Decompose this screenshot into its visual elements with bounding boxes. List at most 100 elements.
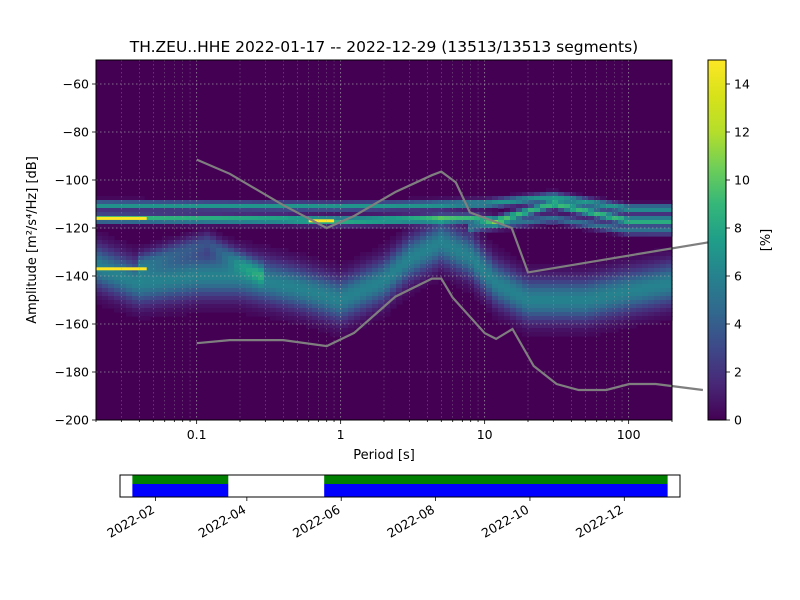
heatmap-cell [654, 252, 661, 257]
heatmap-cell [288, 272, 295, 277]
heatmap-cell [342, 324, 349, 329]
heatmap-cell [114, 280, 121, 285]
heatmap-cell [276, 300, 283, 305]
heatmap-cell [264, 208, 271, 213]
heatmap-cell [468, 264, 475, 269]
heatmap-cell [432, 264, 439, 269]
heatmap-cell [384, 304, 391, 309]
heatmap-cell [498, 268, 505, 273]
heatmap-cell [486, 264, 493, 269]
heatmap-cell [402, 260, 409, 265]
heatmap-cell [330, 316, 337, 321]
heatmap-cell [144, 288, 151, 293]
heatmap-cell [234, 260, 241, 265]
heatmap-cell [534, 300, 541, 305]
heatmap-cell [270, 268, 277, 273]
heatmap-cell [360, 280, 367, 285]
heatmap-cell [408, 244, 415, 249]
heatmap-cell [204, 248, 211, 253]
heatmap-cell [390, 224, 397, 229]
heatmap-cell [588, 308, 595, 313]
heatmap-cell [582, 300, 589, 305]
heatmap-cell [252, 280, 259, 285]
heatmap-cell [582, 196, 589, 201]
heatmap-cell [498, 280, 505, 285]
heatmap-cell [408, 228, 415, 233]
heatmap-cell [174, 256, 181, 261]
heatmap-cell [150, 256, 157, 261]
heatmap-cell [216, 288, 223, 293]
heatmap-cell [648, 320, 655, 325]
heatmap-cell [162, 208, 169, 213]
heatmap-cell [324, 268, 331, 273]
heatmap-cell [444, 208, 451, 213]
heatmap-cell [192, 208, 199, 213]
heatmap-cell [312, 272, 319, 277]
heatmap-cell [504, 196, 511, 201]
heatmap-cell [120, 280, 127, 285]
heatmap-cell [186, 288, 193, 293]
heatmap-cell [570, 280, 577, 285]
heatmap-cell [228, 284, 235, 289]
heatmap-cell [606, 212, 613, 217]
heatmap-cell [258, 252, 265, 257]
heatmap-cell [648, 300, 655, 305]
heatmap-cell [516, 288, 523, 293]
heatmap-cell [228, 224, 235, 229]
heatmap-cell [276, 276, 283, 281]
heatmap-cell [408, 236, 415, 241]
heatmap-cell [396, 260, 403, 265]
heatmap-cell [636, 276, 643, 281]
heatmap-cell [384, 268, 391, 273]
heatmap-cell [582, 272, 589, 277]
heatmap-cell [498, 204, 505, 209]
heatmap-cell [264, 304, 271, 309]
heatmap-cell [396, 280, 403, 285]
heatmap-cell [522, 200, 529, 205]
heatmap-cell [210, 200, 217, 205]
heatmap-cell [408, 232, 415, 237]
heatmap-cell [396, 244, 403, 249]
heatmap-cell [342, 212, 349, 217]
heatmap-cell [276, 212, 283, 217]
heatmap-cell [534, 264, 541, 269]
heatmap-cell [276, 224, 283, 229]
heatmap-cell [402, 256, 409, 261]
heatmap-cell [114, 204, 121, 209]
heatmap-cell [618, 268, 625, 273]
heatmap-cell [156, 288, 163, 293]
heatmap-cell [540, 280, 547, 285]
heatmap-cell [522, 208, 529, 213]
heatmap-cell [516, 196, 523, 201]
heatmap-cell [570, 300, 577, 305]
heatmap-cell [600, 304, 607, 309]
heatmap-cell [474, 288, 481, 293]
heatmap-cell [138, 208, 145, 213]
heatmap-cell [246, 244, 253, 249]
heatmap-cell [96, 288, 103, 293]
heatmap-cell [330, 312, 337, 317]
heatmap-cell [552, 264, 559, 269]
heatmap-cell [546, 276, 553, 281]
heatmap-cell [462, 276, 469, 281]
heatmap-cell [168, 224, 175, 229]
heatmap-cell [516, 280, 523, 285]
heatmap-cell [192, 252, 199, 257]
heatmap-cell [216, 260, 223, 265]
y-tick-label: −160 [55, 317, 89, 332]
heatmap-cell [198, 216, 205, 221]
heatmap-cell [666, 316, 673, 321]
heatmap-cell [300, 304, 307, 309]
heatmap-cell [456, 236, 463, 241]
heatmap-cell [360, 252, 367, 257]
heatmap-cell [270, 224, 277, 229]
heatmap-cell [582, 316, 589, 321]
heatmap-cell [138, 260, 145, 265]
heatmap-cell [270, 252, 277, 257]
heatmap-cell [516, 276, 523, 281]
heatmap-cell [558, 308, 565, 313]
heatmap-cell [594, 332, 601, 337]
heatmap-cell [588, 292, 595, 297]
heatmap-cell [378, 316, 385, 321]
heatmap-cell [498, 216, 505, 221]
